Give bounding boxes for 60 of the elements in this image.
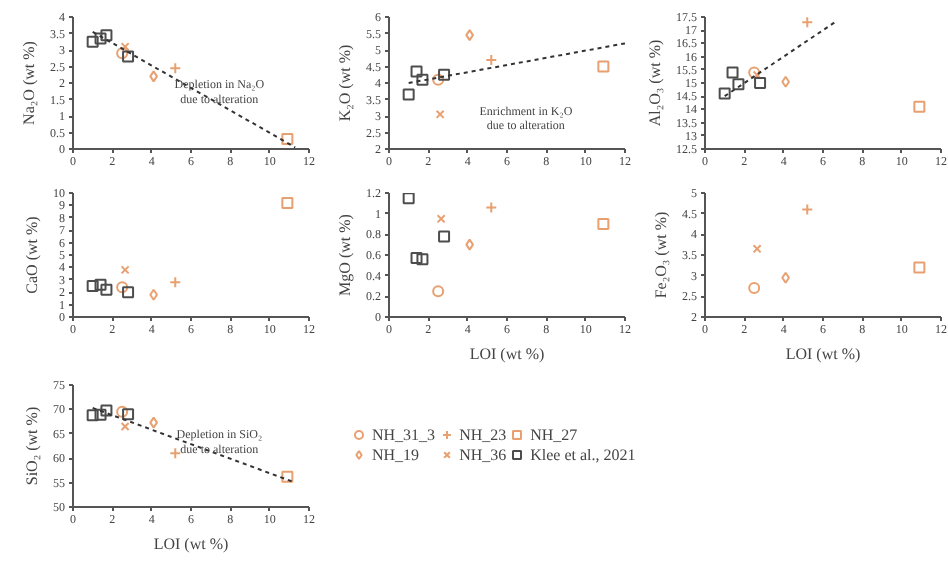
point (435, 109, 445, 119)
point (410, 252, 423, 265)
point (116, 281, 129, 294)
point (438, 230, 451, 243)
point (100, 29, 113, 42)
point (122, 50, 135, 63)
point (432, 73, 445, 86)
point (122, 408, 135, 421)
point (402, 88, 415, 101)
point (94, 408, 107, 421)
point (416, 73, 429, 86)
point (122, 286, 135, 299)
point (120, 265, 130, 275)
point (94, 32, 107, 45)
point (402, 193, 415, 205)
point (438, 68, 451, 81)
point (597, 218, 610, 230)
legend-label: NH_19 (372, 444, 420, 464)
legend-label: NH_27 (530, 424, 578, 444)
point (120, 421, 130, 432)
x-axis-title: LOI (wt %) (153, 535, 229, 553)
legend-label: NH_23 (459, 424, 507, 444)
y-axis-title: CaO (wt %) (23, 215, 41, 294)
x-axis-title: LOI (wt %) (469, 345, 545, 363)
point (748, 66, 761, 79)
y-axis-title: SiO₂ (wt %) (23, 406, 41, 486)
point (281, 470, 294, 483)
point (416, 253, 429, 266)
point (913, 100, 926, 113)
point (116, 405, 129, 418)
point (597, 60, 610, 73)
point (86, 35, 99, 48)
point (86, 409, 99, 422)
point (100, 404, 113, 417)
point (410, 65, 423, 78)
point (913, 261, 926, 274)
point (120, 42, 130, 52)
y-axis-title: MgO (wt %) (336, 213, 354, 296)
point (100, 283, 113, 296)
point (754, 77, 767, 89)
x-axis-title: LOI (wt %) (785, 345, 861, 363)
y-axis-title: K₂O (wt %) (336, 43, 354, 122)
point (732, 78, 745, 91)
point (436, 214, 446, 224)
legend-label: NH_31_3 (372, 424, 436, 444)
point (748, 282, 761, 295)
y-axis-title: Na₂O (wt %) (20, 40, 38, 125)
point (752, 244, 762, 254)
point (94, 278, 107, 291)
point (281, 196, 294, 209)
point (116, 47, 129, 60)
point (726, 66, 739, 79)
legend-label: NH_36 (459, 444, 507, 464)
y-axis-title: Al₂O₃ (wt %) (646, 38, 664, 127)
legend-label: Klee et al., 2021 (530, 444, 636, 464)
point (432, 285, 445, 298)
y-axis-title: Fe₂O₃ (wt %) (652, 210, 670, 299)
point (718, 87, 731, 100)
point (86, 280, 99, 292)
point (281, 133, 294, 146)
